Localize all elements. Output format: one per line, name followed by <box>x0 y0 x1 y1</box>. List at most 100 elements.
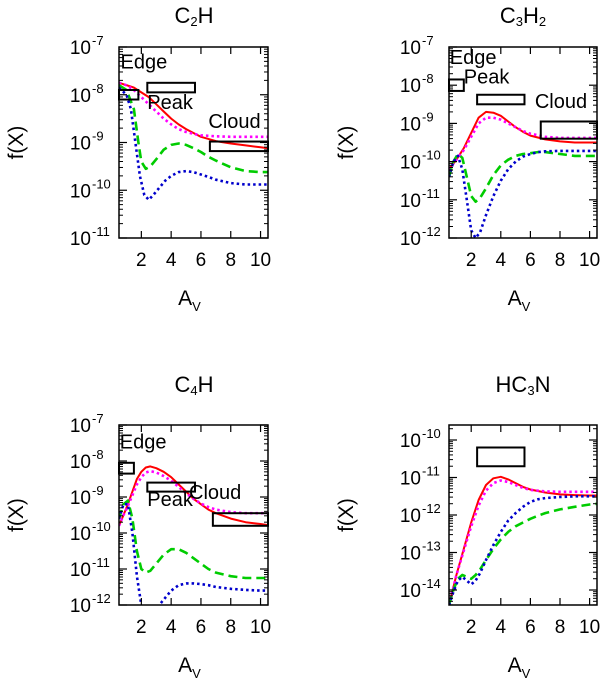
x-tick-label: 10 <box>579 250 600 271</box>
annotation-label-peak: Peak <box>147 92 194 114</box>
y-tick-exponent: -12 <box>422 224 441 239</box>
y-tick-label: 10 <box>70 229 91 250</box>
series-line-red-solid <box>449 475 597 605</box>
x-axis-label: AV <box>178 287 201 314</box>
y-tick-label: 10 <box>70 181 91 202</box>
y-tick-label: 10 <box>70 524 91 545</box>
annotation-label-edge: Edge <box>120 51 167 73</box>
y-tick-label: 10 <box>400 431 421 452</box>
series-line-red-solid <box>119 465 268 527</box>
y-tick-label: 10 <box>70 134 91 155</box>
x-tick-label: 4 <box>496 250 507 271</box>
y-tick-exponent: -12 <box>92 591 111 606</box>
y-tick-label: 10 <box>400 581 421 602</box>
y-tick-label: 10 <box>400 191 421 212</box>
y-tick-exponent: -14 <box>422 576 441 591</box>
annotation-box-peak <box>146 81 196 94</box>
series-line-green-dashed <box>119 499 268 580</box>
x-tick-label: 10 <box>250 617 271 638</box>
series-line-blue-dotted <box>119 86 268 202</box>
y-tick-exponent: -13 <box>422 539 441 554</box>
y-tick-exponent: -7 <box>92 33 104 48</box>
y-tick-label: 10 <box>400 506 421 527</box>
y-tick-exponent: -8 <box>92 447 104 462</box>
chart-title: HC3N <box>496 372 551 398</box>
annotation-label-edge: Edge <box>120 431 167 453</box>
y-tick-exponent: -10 <box>92 176 111 191</box>
y-tick-label: 10 <box>70 416 91 437</box>
x-tick-label: 2 <box>466 617 477 638</box>
y-tick-exponent: -10 <box>422 148 441 163</box>
annotation-box <box>476 446 526 468</box>
y-tick-exponent: -9 <box>92 483 104 498</box>
x-tick-label: 4 <box>496 617 507 638</box>
x-tick-label: 8 <box>555 617 566 638</box>
x-tick-label: 10 <box>579 617 600 638</box>
y-tick-exponent: -9 <box>422 109 434 124</box>
annotation-label-edge: Edge <box>450 47 497 69</box>
y-tick-exponent: -11 <box>422 186 440 201</box>
y-tick-exponent: -11 <box>92 555 110 570</box>
x-tick-label: 4 <box>166 617 177 638</box>
y-tick-label: 10 <box>400 76 421 97</box>
y-tick-exponent: -10 <box>92 519 111 534</box>
series-line-red-solid <box>449 110 597 170</box>
series-group <box>449 475 597 605</box>
y-tick-exponent: -9 <box>92 129 104 144</box>
y-tick-exponent: -8 <box>92 81 104 96</box>
x-axis-label: AV <box>508 654 531 681</box>
y-tick-exponent: -7 <box>92 411 104 426</box>
annotation-box-peak <box>146 481 196 493</box>
y-tick-label: 10 <box>400 544 421 565</box>
y-axis-label: f(X) <box>5 126 28 160</box>
series-line-blue-dotted <box>449 149 597 238</box>
series-group <box>449 110 597 238</box>
x-tick-label: 6 <box>196 250 207 271</box>
series-line-blue-dotted <box>449 494 597 605</box>
x-tick-label: 8 <box>225 617 236 638</box>
y-tick-label: 10 <box>70 38 91 59</box>
y-tick-exponent: -7 <box>422 33 434 48</box>
chart-title: C2H <box>174 3 213 29</box>
y-tick-exponent: -8 <box>422 71 434 86</box>
chart-title: C4H <box>174 372 213 398</box>
x-axis-label: AV <box>508 287 531 314</box>
x-tick-label: 2 <box>136 250 147 271</box>
y-axis-label: f(X) <box>5 498 28 532</box>
annotation-label-cloud: Cloud <box>535 91 587 113</box>
x-tick-label: 10 <box>250 250 271 271</box>
y-axis-label: f(X) <box>335 498 358 532</box>
y-tick-label: 10 <box>400 114 421 135</box>
series-line-green-dashed <box>449 150 597 203</box>
y-tick-label: 10 <box>70 560 91 581</box>
annotation-label-cloud: Cloud <box>189 482 241 504</box>
y-tick-label: 10 <box>70 488 91 509</box>
y-tick-exponent: -11 <box>92 224 110 239</box>
y-tick-exponent: -11 <box>422 464 440 479</box>
x-tick-label: 8 <box>555 250 566 271</box>
series-line-magenta-dotted <box>449 116 597 170</box>
plot-frame <box>118 424 269 606</box>
y-tick-label: 10 <box>400 153 421 174</box>
x-tick-label: 6 <box>525 250 536 271</box>
chart-title: C3H2 <box>500 3 546 29</box>
y-tick-label: 10 <box>400 229 421 250</box>
x-tick-label: 6 <box>196 617 207 638</box>
y-tick-exponent: -12 <box>422 501 441 516</box>
y-tick-exponent: -10 <box>422 426 441 441</box>
series-line-magenta-dotted <box>449 479 597 605</box>
series-group <box>119 465 268 605</box>
x-tick-label: 4 <box>166 250 177 271</box>
plot-frame <box>448 46 598 239</box>
x-tick-label: 8 <box>225 250 236 271</box>
series-line-green-dashed <box>449 502 597 605</box>
series-line-magenta-dotted <box>119 469 268 527</box>
y-tick-label: 10 <box>70 86 91 107</box>
annotation-label-peak: Peak <box>464 66 511 88</box>
annotation-box-cloud <box>539 120 599 140</box>
annotation-box-peak <box>476 93 526 106</box>
series-line-blue-dotted <box>119 502 268 605</box>
